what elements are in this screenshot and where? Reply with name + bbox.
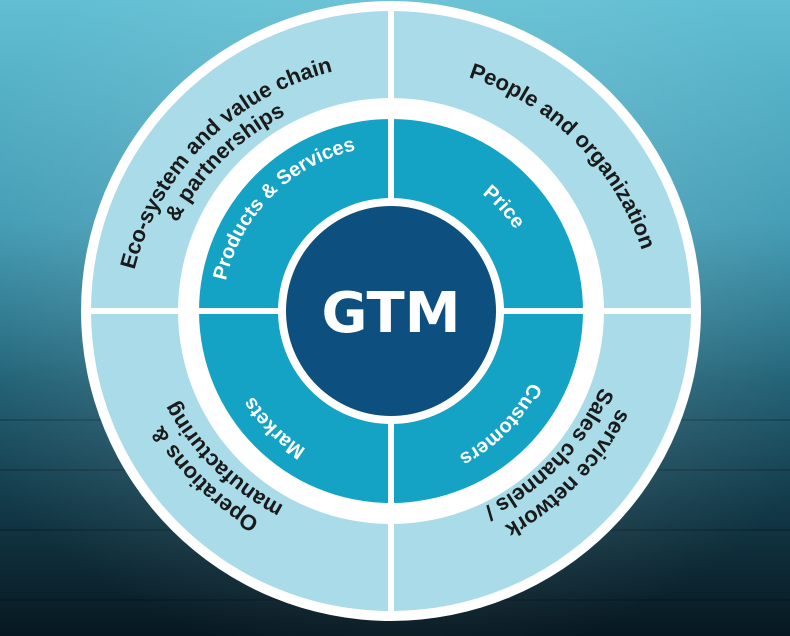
center-label: GTM: [322, 281, 461, 346]
center-circle: [286, 206, 496, 416]
